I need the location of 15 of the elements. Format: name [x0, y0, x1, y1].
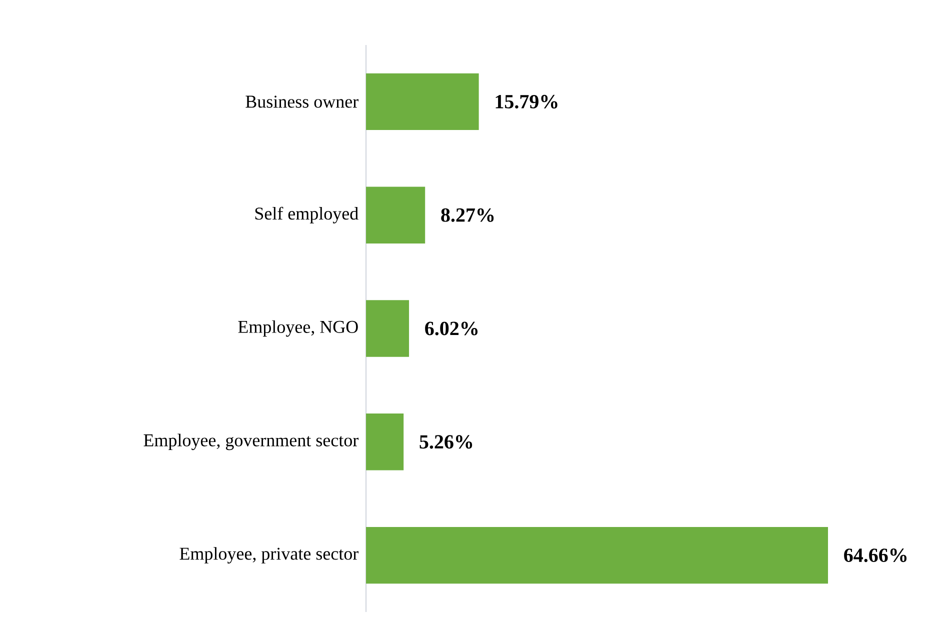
- data-label: 8.27%: [441, 208, 494, 222]
- y-tick-label: Employee, private sector: [180, 547, 358, 564]
- y-tick-label: Self employed: [255, 206, 358, 224]
- data-label: 5.26%: [420, 435, 472, 449]
- data-label: 64.66%: [844, 548, 906, 562]
- bar: [366, 300, 410, 357]
- bar: [366, 73, 479, 130]
- bar: [366, 414, 404, 470]
- data-label: 15.79%: [496, 94, 558, 109]
- y-tick-label: Employee, government sector: [144, 434, 358, 450]
- y-tick-label: Business owner: [246, 96, 358, 108]
- bar: [366, 526, 828, 584]
- y-tick-label: Employee, NGO: [238, 320, 358, 337]
- data-label: 6.02%: [425, 322, 478, 336]
- bar: [366, 186, 426, 244]
